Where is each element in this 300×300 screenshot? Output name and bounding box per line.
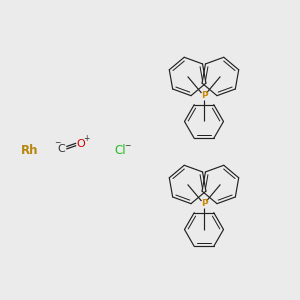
Text: +: + [83,134,90,143]
Text: Cl: Cl [114,144,126,158]
Text: Rh: Rh [21,143,39,157]
Text: O: O [76,139,85,149]
Text: P: P [201,200,207,208]
Text: P: P [201,92,207,100]
Text: −: − [54,139,61,148]
Text: C: C [58,143,65,154]
Text: −: − [124,142,131,151]
